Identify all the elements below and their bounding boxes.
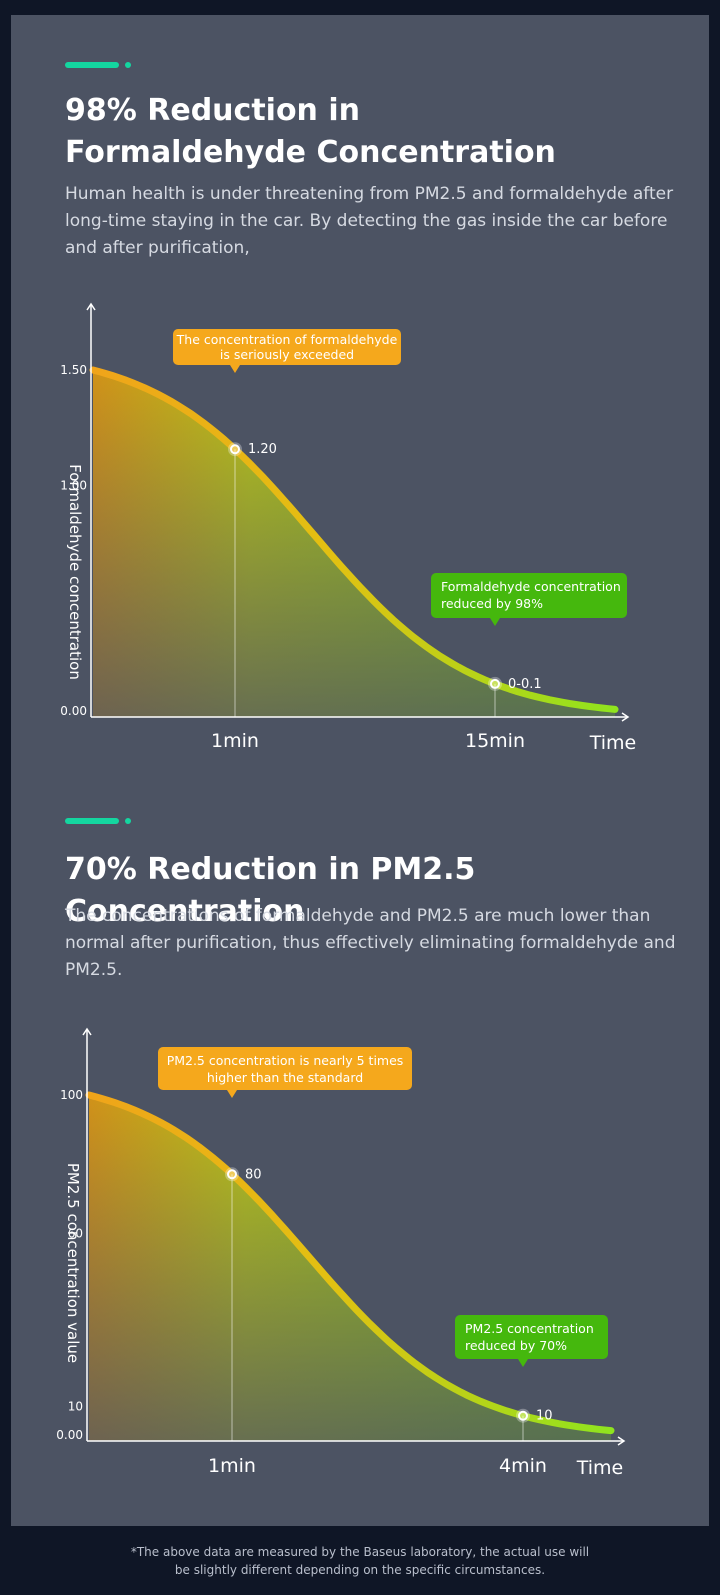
callout-pointer bbox=[490, 618, 500, 626]
callout-text-line-1: PM2.5 concentration is nearly 5 times bbox=[167, 1053, 404, 1068]
data-label: 80 bbox=[245, 1167, 262, 1182]
data-point bbox=[490, 678, 500, 689]
callout-text-line-1: Formaldehyde concentration bbox=[441, 579, 621, 594]
section-title-formaldehyde: 98% Reduction in Formaldehyde Concentrat… bbox=[65, 90, 665, 174]
y-tick-label: 1.00 bbox=[60, 479, 87, 493]
y-axis-label: Formaldehyde concentration bbox=[66, 464, 84, 680]
x-tick-label: 1min bbox=[208, 1455, 256, 1477]
formaldehyde-chart: 1.50 1.00 0.00 1min 15min Time Formaldehyde… bbox=[60, 302, 637, 754]
callout-pointer bbox=[518, 1359, 528, 1367]
y-tick-label: 60 bbox=[68, 1226, 83, 1240]
x-axis-arrow bbox=[617, 1436, 626, 1446]
x-tick-label: 4min bbox=[499, 1455, 547, 1477]
callout-green: Formaldehyde concentration reduced by 98% bbox=[431, 573, 627, 626]
callout-pointer bbox=[227, 1090, 237, 1098]
data-point bbox=[230, 444, 240, 455]
section-title-pm25: 70% Reduction in PM2.5 Concentration bbox=[65, 849, 665, 933]
section-description-formaldehyde: Human health is under threatening from P… bbox=[65, 184, 674, 258]
footnote: *The above data are measured by the Base… bbox=[0, 1543, 720, 1579]
y-axis-arrow bbox=[86, 302, 96, 311]
title-line-2: Formaldehyde Concentration bbox=[65, 135, 556, 170]
x-tick-label: 15min bbox=[465, 730, 525, 752]
series-line bbox=[85, 1091, 615, 1435]
footnote-line-1: *The above data are measured by the Base… bbox=[130, 1545, 590, 1559]
callout-text-line-1: PM2.5 concentration bbox=[465, 1321, 594, 1336]
accent-bar bbox=[65, 62, 119, 68]
area-fade bbox=[89, 1095, 611, 1441]
callout-box bbox=[455, 1315, 608, 1359]
x-axis-arrow bbox=[621, 712, 630, 722]
data-point bbox=[227, 1169, 237, 1180]
callout-text-line-2: reduced by 70% bbox=[465, 1338, 567, 1353]
title-line-1: 70% Reduction in PM2.5 Concentration bbox=[65, 852, 476, 929]
callout-text-line-2: reduced by 98% bbox=[441, 596, 543, 611]
x-tick-label: 1min bbox=[211, 730, 259, 752]
x-axis-label: Time bbox=[576, 1457, 624, 1479]
callout-green: PM2.5 concentration reduced by 70% bbox=[455, 1315, 608, 1367]
callout-text-line-2: higher than the standard bbox=[207, 1070, 363, 1085]
callout-pointer bbox=[230, 365, 240, 373]
title-line-1: 98% Reduction in bbox=[65, 93, 360, 128]
data-label: 0-0.1 bbox=[508, 677, 542, 692]
callout-text-line-2: is seriously exceeded bbox=[220, 347, 354, 362]
y-tick-label: 100 bbox=[60, 1088, 83, 1102]
area-fade bbox=[93, 370, 615, 717]
pm25-chart: 100 60 10 0.00 1min 4min Time PM2.5 concentr… bbox=[56, 1027, 626, 1479]
data-label: 1.20 bbox=[248, 442, 277, 457]
x-axis-label: Time bbox=[589, 732, 637, 754]
data-label: 10 bbox=[536, 1409, 553, 1424]
accent-dot bbox=[125, 62, 131, 68]
y-tick-label: 1.50 bbox=[60, 363, 87, 377]
callout-box bbox=[158, 1047, 412, 1090]
footnote-line-2: be slightly different depending on the s… bbox=[174, 1563, 546, 1577]
y-tick-label: 0.00 bbox=[56, 1428, 83, 1442]
callout-orange: PM2.5 concentration is nearly 5 times hig… bbox=[158, 1047, 412, 1098]
y-tick-label: 0.00 bbox=[60, 704, 87, 718]
y-tick-label: 10 bbox=[68, 1399, 83, 1413]
callout-box bbox=[431, 573, 627, 618]
content-panel: 98% Reduction in Formaldehyde Concentrat… bbox=[11, 15, 709, 1526]
y-axis-arrow bbox=[82, 1027, 92, 1036]
section-description-pm25: The concentrations of formaldehyde and P… bbox=[65, 906, 676, 980]
data-point bbox=[518, 1410, 528, 1421]
accent-bar bbox=[65, 818, 119, 824]
callout-text-line-1: The concentration of formaldehyde bbox=[176, 332, 398, 347]
callout-box bbox=[173, 329, 401, 365]
y-axis-label: PM2.5 concentration value bbox=[64, 1163, 82, 1363]
accent-dot bbox=[125, 818, 131, 824]
series-line bbox=[89, 366, 619, 713]
